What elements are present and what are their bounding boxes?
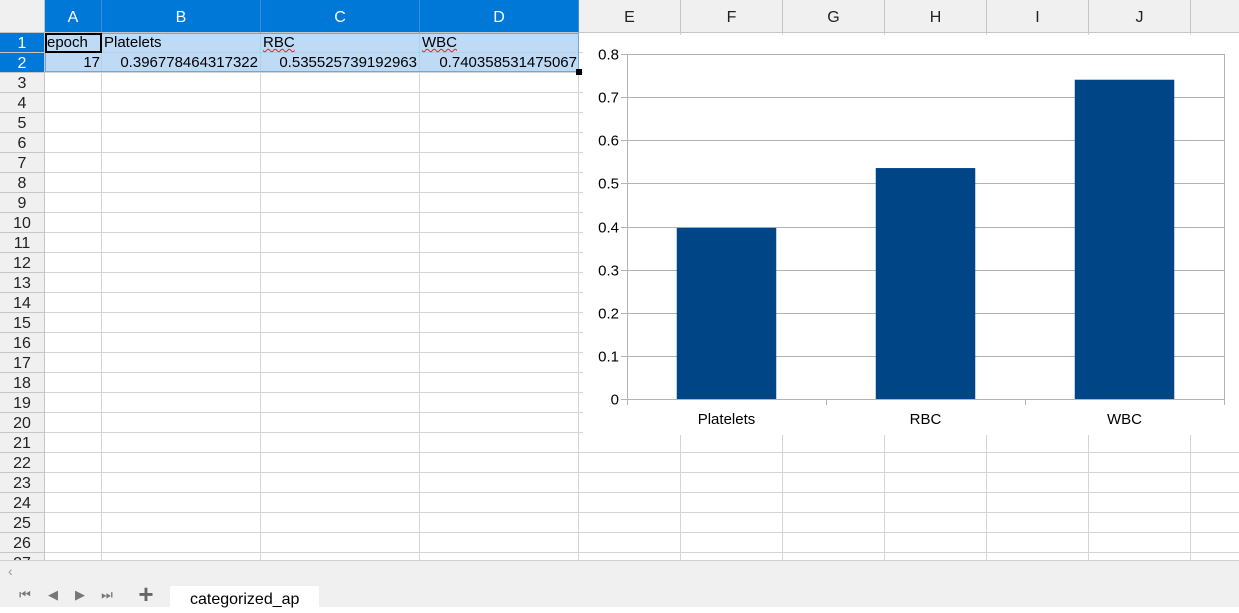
column-header-f[interactable]: F	[681, 0, 783, 33]
column-header-d[interactable]: D	[420, 0, 579, 33]
row-header-22[interactable]: 22	[0, 453, 45, 473]
bar-rbc	[876, 168, 976, 399]
row-header-27[interactable]: 27	[0, 553, 45, 560]
next-sheet-icon[interactable]: ▶	[71, 586, 89, 604]
scroll-left-icon[interactable]: ‹	[8, 563, 13, 579]
sheet-tab[interactable]: categorized_ap	[170, 586, 319, 611]
row-header-19[interactable]: 19	[0, 393, 45, 413]
column-header-e[interactable]: E	[579, 0, 681, 33]
select-all-corner[interactable]	[0, 0, 45, 33]
fill-handle[interactable]	[576, 69, 582, 75]
cell-a2[interactable]: 17	[46, 53, 100, 73]
cell-b1[interactable]: Platelets	[104, 33, 259, 53]
gridline	[45, 452, 1239, 453]
row-header-10[interactable]: 10	[0, 213, 45, 233]
gridline	[45, 512, 1239, 513]
gridline	[45, 552, 1239, 553]
column-header-c[interactable]: C	[261, 0, 420, 33]
horizontal-scrollbar[interactable]: ‹	[0, 560, 1239, 582]
row-header-23[interactable]: 23	[0, 473, 45, 493]
add-sheet-icon[interactable]: +	[135, 583, 157, 605]
y-tick-label: 0.3	[598, 263, 619, 280]
cell-d1[interactable]: WBC	[422, 33, 577, 53]
y-tick-label: 0.8	[598, 47, 619, 64]
row-header-12[interactable]: 12	[0, 253, 45, 273]
row-header-26[interactable]: 26	[0, 533, 45, 553]
column-header-i[interactable]: I	[987, 0, 1089, 33]
row-header-14[interactable]: 14	[0, 293, 45, 313]
active-cell-cursor	[45, 33, 102, 53]
row-header-7[interactable]: 7	[0, 153, 45, 173]
last-sheet-icon[interactable]: ⏭	[98, 586, 116, 604]
column-header-j[interactable]: J	[1089, 0, 1191, 33]
row-header-1[interactable]: 1	[0, 33, 45, 53]
row-header-13[interactable]: 13	[0, 273, 45, 293]
cell-b2[interactable]: 0.396778464317322	[102, 53, 258, 73]
y-tick-label: 0.7	[598, 90, 619, 107]
row-header-4[interactable]: 4	[0, 93, 45, 113]
gridline	[45, 492, 1239, 493]
row-header-2[interactable]: 2	[0, 53, 45, 73]
row-header-20[interactable]: 20	[0, 413, 45, 433]
row-header-3[interactable]: 3	[0, 73, 45, 93]
row-header-5[interactable]: 5	[0, 113, 45, 133]
y-tick-label: 0.6	[598, 133, 619, 150]
row-header-8[interactable]: 8	[0, 173, 45, 193]
row-header-18[interactable]: 18	[0, 373, 45, 393]
y-tick-label: 0.4	[598, 220, 619, 237]
bar-wbc	[1075, 80, 1175, 399]
x-tick-label: RBC	[910, 411, 942, 428]
column-header-b[interactable]: B	[102, 0, 261, 33]
spreadsheet-grid[interactable]: A B C D E F G H I J 1 2 3 4 5 6 7 8 9 10…	[0, 0, 1239, 560]
column-header-a[interactable]: A	[45, 0, 102, 33]
column-header-k[interactable]	[1191, 0, 1239, 33]
bar-chart[interactable]: 0 0.1 0.2 0.3 0.4 0.5 0.6 0.7 0.8 Platelets RBC WBC	[583, 35, 1239, 435]
y-tick-label: 0.5	[598, 176, 619, 193]
row-header-17[interactable]: 17	[0, 353, 45, 373]
column-header-h[interactable]: H	[885, 0, 987, 33]
y-tick-label: 0.1	[598, 349, 619, 366]
row-header-6[interactable]: 6	[0, 133, 45, 153]
row-header-25[interactable]: 25	[0, 513, 45, 533]
bar-platelets	[677, 228, 777, 399]
cell-c1[interactable]: RBC	[263, 33, 418, 53]
x-tick-label: WBC	[1107, 411, 1142, 428]
cell-d2[interactable]: 0.740358531475067	[420, 53, 577, 73]
row-header-11[interactable]: 11	[0, 233, 45, 253]
row-header-21[interactable]: 21	[0, 433, 45, 453]
y-tick-label: 0	[611, 392, 619, 409]
row-header-24[interactable]: 24	[0, 493, 45, 513]
sheet-tab-bar: ⏮ ◀ ▶ ⏭ + categorized_ap	[0, 582, 1239, 607]
row-header-16[interactable]: 16	[0, 333, 45, 353]
previous-sheet-icon[interactable]: ◀	[44, 586, 62, 604]
row-header-9[interactable]: 9	[0, 193, 45, 213]
gridline	[45, 472, 1239, 473]
cell-c2[interactable]: 0.535525739192963	[261, 53, 417, 73]
column-header-g[interactable]: G	[783, 0, 885, 33]
x-tick-label: Platelets	[698, 411, 756, 428]
row-header-15[interactable]: 15	[0, 313, 45, 333]
y-tick-label: 0.2	[598, 306, 619, 323]
gridline	[45, 532, 1239, 533]
chart-canvas: 0 0.1 0.2 0.3 0.4 0.5 0.6 0.7 0.8 Platelets RBC WBC	[583, 35, 1239, 435]
first-sheet-icon[interactable]: ⏮	[16, 586, 34, 604]
